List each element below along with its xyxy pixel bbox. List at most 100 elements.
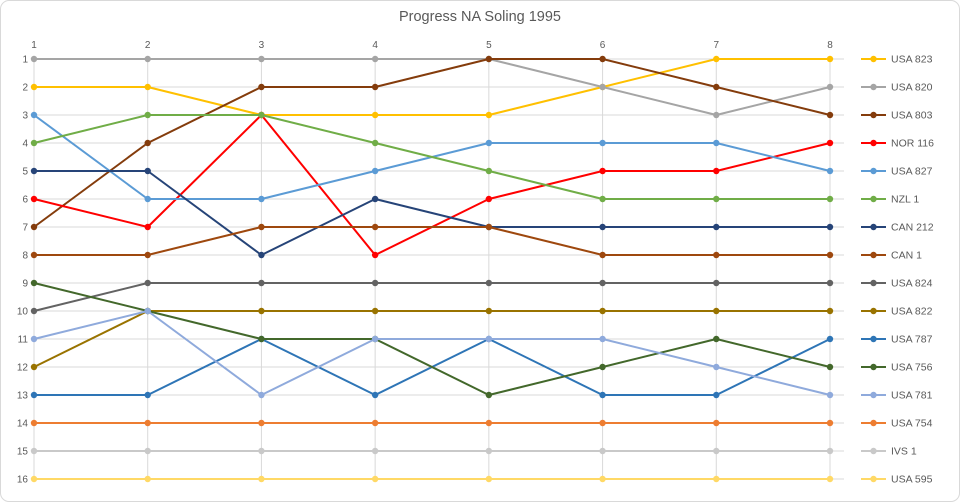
legend-marker (870, 447, 877, 455)
data-point-marker (826, 279, 834, 287)
data-point-marker (258, 111, 265, 119)
data-point-marker (826, 83, 834, 91)
legend-item-usa-820: USA 820 (861, 82, 933, 94)
data-point-marker (30, 335, 38, 343)
series-nzl-1 (30, 111, 834, 203)
series-usa-824 (30, 279, 834, 315)
legend-marker (870, 391, 877, 399)
legend-label: USA 824 (891, 278, 933, 290)
data-point-marker (258, 83, 265, 91)
y-tick-label: 4 (22, 139, 28, 150)
data-point-marker (30, 447, 38, 455)
data-point-marker (144, 139, 151, 147)
data-point-marker (30, 419, 38, 427)
data-point-marker (485, 391, 493, 399)
legend-item-usa-787: USA 787 (861, 334, 933, 346)
legend-marker (870, 195, 877, 203)
data-point-marker (144, 55, 151, 63)
y-tick-label: 16 (17, 475, 29, 486)
data-point-marker (826, 335, 834, 343)
data-point-marker (30, 111, 38, 119)
data-point-marker (371, 475, 379, 483)
y-tick-label: 8 (22, 251, 28, 262)
series-usa-754 (30, 419, 834, 427)
data-point-marker (826, 391, 834, 399)
legend-label: CAN 212 (891, 222, 934, 234)
legend-label: CAN 1 (891, 250, 922, 262)
data-point-marker (826, 307, 834, 315)
data-point-marker (713, 111, 720, 119)
legend-item-usa-822: USA 822 (861, 306, 933, 318)
data-point-marker (258, 223, 265, 231)
data-point-marker (713, 391, 720, 399)
data-point-marker (826, 139, 834, 147)
legend-marker (870, 279, 877, 287)
series-line (33, 282, 831, 396)
data-point-marker (713, 475, 720, 483)
legend-marker (870, 55, 877, 63)
data-point-marker (144, 223, 151, 231)
x-tick-label: 4 (372, 40, 378, 51)
data-point-marker (30, 475, 38, 483)
legend-item-nzl-1: NZL 1 (861, 194, 919, 206)
y-tick-label: 10 (17, 307, 29, 318)
data-point-marker (713, 447, 720, 455)
legend-item-usa-827: USA 827 (861, 166, 933, 178)
data-point-marker (30, 139, 38, 147)
data-point-marker (599, 83, 606, 91)
legend-marker (870, 223, 877, 231)
series-can-212 (30, 167, 834, 259)
data-point-marker (30, 251, 38, 259)
legend-marker (870, 111, 877, 119)
chart-title: Progress NA Soling 1995 (398, 9, 561, 25)
data-point-marker (599, 139, 606, 147)
series-line (34, 58, 830, 116)
y-tick-label: 9 (22, 279, 28, 290)
legend-item-can-1: CAN 1 (861, 250, 922, 262)
legend-label: IVS 1 (891, 446, 917, 458)
series-usa-822 (30, 307, 834, 371)
data-point-marker (258, 251, 265, 259)
legend-marker (870, 139, 877, 147)
legend-item-ivs-1: IVS 1 (861, 446, 917, 458)
legend-label: USA 781 (891, 390, 933, 402)
data-point-marker (144, 419, 151, 427)
x-tick-label: 8 (827, 40, 833, 51)
data-point-marker (485, 167, 493, 175)
data-point-marker (371, 167, 379, 175)
data-point-marker (258, 419, 265, 427)
data-point-marker (485, 279, 493, 287)
series-line (33, 114, 831, 256)
legend: USA 823 USA 820 USA 803 NOR 116 USA 827 NZL 1… (861, 54, 934, 486)
data-point-marker (599, 307, 606, 315)
data-point-marker (371, 139, 379, 147)
data-point-marker (144, 475, 151, 483)
series-line (33, 58, 831, 228)
data-point-marker (599, 335, 606, 343)
y-tick-label: 14 (17, 419, 29, 430)
series-line (34, 170, 830, 256)
data-point-marker (826, 251, 834, 259)
legend-label: USA 827 (891, 166, 933, 178)
legend-marker (870, 307, 877, 315)
legend-marker (870, 475, 877, 483)
data-point-marker (485, 55, 493, 63)
legend-item-usa-781: USA 781 (861, 390, 933, 402)
data-point-marker (599, 391, 606, 399)
data-point-marker (371, 335, 379, 343)
data-point-marker (826, 223, 834, 231)
data-point-marker (30, 83, 38, 91)
gridlines (33, 58, 844, 480)
y-tick-label: 3 (22, 111, 28, 122)
x-tick-label: 6 (600, 40, 606, 51)
data-point-marker (371, 391, 379, 399)
series-line (33, 282, 830, 312)
series-usa-595 (30, 475, 834, 483)
legend-item-usa-824: USA 824 (861, 278, 933, 290)
data-point-marker (599, 223, 606, 231)
data-point-marker (485, 307, 493, 315)
series-ivs-1 (30, 447, 834, 455)
data-point-marker (258, 279, 265, 287)
data-point-marker (371, 223, 379, 231)
legend-label: USA 820 (891, 82, 933, 94)
